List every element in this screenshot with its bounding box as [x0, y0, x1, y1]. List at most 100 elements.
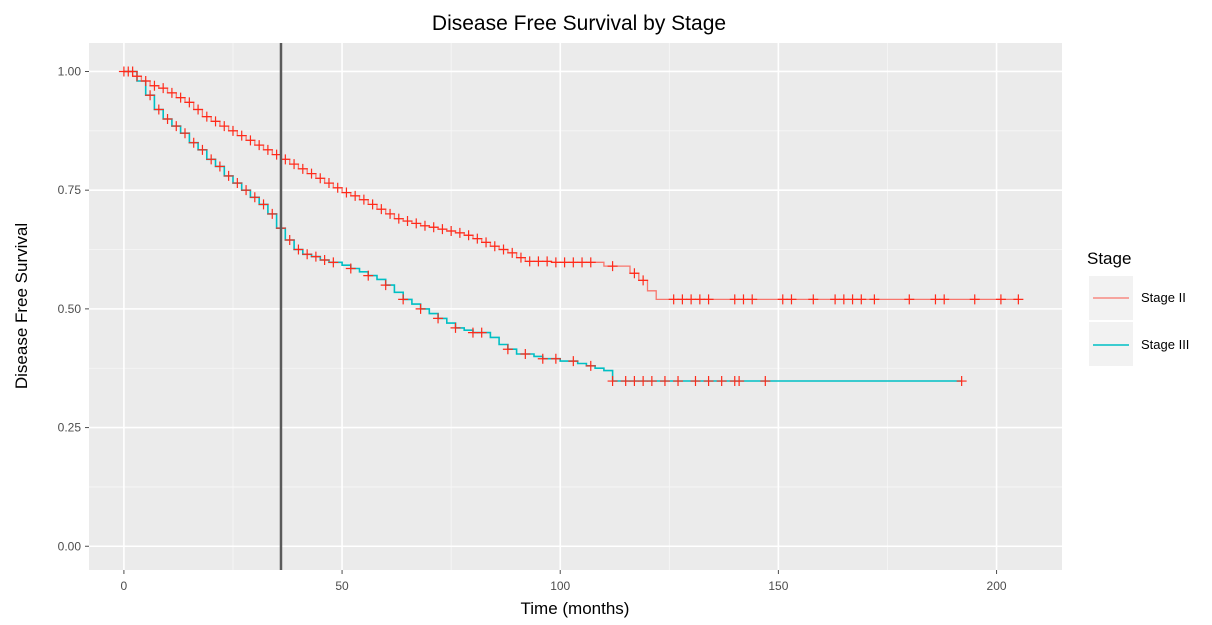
censor-mark-stage-ii	[227, 125, 238, 136]
censor-mark-stage-ii	[481, 237, 492, 248]
censor-mark-stage-ii	[668, 294, 679, 305]
censor-mark-stage-ii	[315, 173, 326, 184]
censor-mark-stage-ii	[463, 230, 474, 241]
censor-mark-stage-iii	[153, 104, 164, 115]
censor-mark-stage-iii	[241, 185, 252, 196]
censor-mark-stage-ii	[454, 227, 465, 238]
censor-mark-stage-ii	[428, 222, 439, 233]
censor-mark-stage-ii	[939, 294, 950, 305]
censor-mark-stage-ii	[524, 256, 535, 267]
censor-mark-stage-ii	[694, 294, 705, 305]
censor-mark-stage-ii	[515, 252, 526, 263]
y-axis: 0.00 0.25 0.50 0.75 1.00	[58, 64, 89, 553]
censor-mark-stage-ii	[210, 116, 221, 127]
legend-label-stage-iii: Stage III	[1141, 337, 1189, 352]
censor-mark-stage-iii	[284, 235, 295, 246]
censor-mark-stage-ii	[323, 178, 334, 189]
censor-mark-stage-iii	[232, 178, 243, 189]
censor-mark-stage-iii	[206, 154, 217, 165]
censor-mark-stage-ii	[489, 241, 500, 252]
censor-mark-stage-ii	[638, 275, 649, 286]
x-axis: 0 50 100 150 200	[121, 570, 1007, 593]
censor-mark-stage-iii	[415, 303, 426, 314]
censor-mark-stage-iii	[214, 161, 225, 172]
censor-mark-stage-iii	[520, 348, 531, 359]
censor-mark-stage-ii	[585, 257, 596, 268]
censor-mark-stage-ii	[686, 294, 697, 305]
censor-mark-stage-iii	[293, 244, 304, 255]
censor-mark-stage-iii	[502, 344, 513, 355]
censor-mark-stage-ii	[738, 294, 749, 305]
censor-mark-stage-iii	[646, 376, 657, 387]
censor-mark-stage-iii	[585, 360, 596, 371]
censor-mark-stage-iii	[249, 192, 260, 203]
censor-mark-stage-ii	[393, 213, 404, 224]
censor-mark-stage-ii	[507, 247, 518, 258]
censor-mark-stage-ii	[219, 121, 230, 132]
censor-mark-stage-iii	[467, 327, 478, 338]
censor-mark-stage-iii	[188, 137, 199, 148]
censor-mark-stage-iii	[310, 251, 321, 262]
censor-mark-stage-ii	[158, 83, 169, 94]
censor-mark-stage-ii	[838, 294, 849, 305]
censor-mark-stage-ii	[236, 130, 247, 141]
censor-mark-stage-ii	[533, 256, 544, 267]
x-tick-label: 100	[550, 579, 570, 593]
censor-mark-stage-iii	[197, 144, 208, 155]
censor-mark-stage-ii	[131, 71, 142, 82]
censor-mark-stage-ii	[446, 226, 457, 237]
censor-mark-stage-ii	[123, 66, 134, 77]
censor-mark-stage-iii	[363, 270, 374, 281]
legend: Stage Stage II Stage III	[1087, 249, 1189, 366]
censor-mark-stage-ii	[297, 163, 308, 174]
censor-mark-stage-ii	[402, 216, 413, 227]
censor-mark-stage-iii	[673, 376, 684, 387]
censor-mark-stage-iii	[345, 263, 356, 274]
censor-mark-stage-ii	[419, 220, 430, 231]
censor-mark-stage-ii	[332, 182, 343, 193]
chart-title: Disease Free Survival by Stage	[432, 12, 726, 35]
censor-mark-stage-ii	[830, 294, 841, 305]
censor-mark-stage-iii	[659, 376, 670, 387]
censor-mark-stage-iii	[607, 376, 618, 387]
censor-mark-stage-ii	[969, 294, 980, 305]
censor-marks	[118, 66, 1024, 387]
censor-mark-stage-ii	[747, 294, 758, 305]
censor-mark-stage-ii	[995, 294, 1006, 305]
censor-mark-stage-ii	[140, 75, 151, 86]
censor-mark-stage-ii	[550, 257, 561, 268]
censor-mark-stage-ii	[411, 218, 422, 229]
legend-key-bg-stage-iii	[1089, 322, 1133, 366]
censor-mark-stage-iii	[629, 376, 640, 387]
censor-mark-stage-iii	[450, 322, 461, 333]
censor-mark-stage-ii	[777, 294, 788, 305]
censor-mark-stage-iii	[302, 249, 313, 260]
censor-mark-stage-ii	[703, 294, 714, 305]
censor-mark-stage-iii	[223, 170, 234, 181]
y-tick-label: 0.25	[58, 421, 82, 435]
censor-mark-stage-iii	[380, 280, 391, 291]
censor-mark-stage-ii	[808, 294, 819, 305]
censor-mark-stage-ii	[184, 97, 195, 108]
censor-mark-stage-ii	[289, 159, 300, 170]
censor-mark-stage-ii	[367, 199, 378, 210]
censor-mark-stage-iii	[550, 353, 561, 364]
censor-mark-stage-ii	[254, 140, 265, 151]
censor-mark-stage-ii	[358, 194, 369, 205]
censor-mark-stage-ii	[350, 190, 361, 201]
censor-mark-stage-ii	[568, 257, 579, 268]
y-tick-label: 0.50	[58, 302, 82, 316]
censor-mark-stage-ii	[607, 261, 618, 272]
censor-mark-stage-ii	[542, 256, 553, 267]
censor-mark-stage-iii	[620, 376, 631, 387]
series-line-stage-iii	[123, 70, 962, 382]
x-tick-label: 150	[768, 579, 788, 593]
censor-mark-stage-ii	[1013, 294, 1024, 305]
censor-mark-stage-iii	[956, 376, 967, 387]
censor-mark-stage-ii	[472, 233, 483, 244]
censor-mark-stage-iii	[398, 294, 409, 305]
censor-mark-stage-ii	[869, 294, 880, 305]
censor-mark-stage-ii	[262, 144, 273, 155]
censor-mark-stage-iii	[319, 254, 330, 265]
